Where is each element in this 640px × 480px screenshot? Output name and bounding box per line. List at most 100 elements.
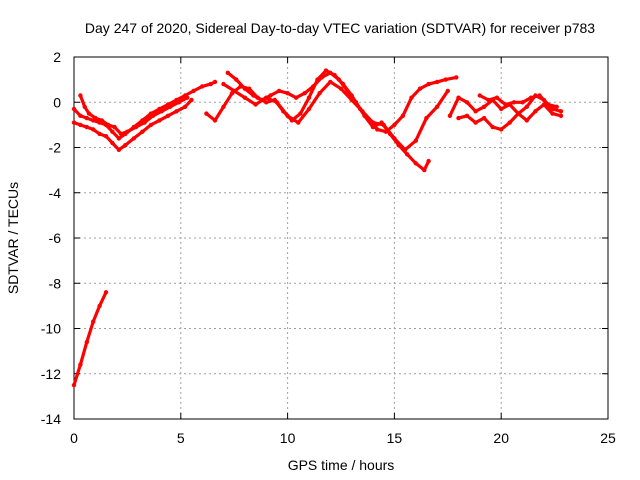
data-point (285, 91, 290, 96)
data-point (434, 104, 440, 110)
data-point (93, 115, 98, 121)
data-point (370, 124, 376, 130)
data-point (392, 136, 397, 141)
data-point (274, 100, 280, 105)
data-point (110, 129, 115, 134)
x-tick-label: 25 (600, 430, 616, 446)
data-point (112, 124, 117, 130)
data-point (176, 100, 181, 105)
series-track-b (72, 98, 194, 152)
data-point (434, 79, 440, 85)
data-point (131, 136, 136, 141)
data-point (558, 109, 564, 114)
data-point (302, 91, 307, 96)
data-point (402, 147, 408, 152)
data-point (91, 319, 96, 324)
data-point (221, 104, 226, 110)
data-point (159, 109, 164, 114)
data-point (499, 127, 504, 132)
series-track-f (221, 80, 450, 152)
y-tick-label: -10 (41, 321, 61, 337)
data-point (191, 88, 196, 94)
data-point (481, 115, 487, 121)
data-point (417, 86, 423, 91)
data-point (328, 79, 333, 85)
data-point (524, 104, 529, 110)
data-point (189, 97, 194, 103)
data-point (106, 122, 111, 128)
data-point (142, 120, 147, 125)
data-point (225, 70, 230, 76)
data-point (550, 111, 555, 116)
data-point (232, 88, 237, 94)
series-drop-segment (72, 290, 108, 387)
data-point (454, 75, 459, 80)
data-point (242, 95, 248, 100)
data-point (71, 382, 77, 388)
data-point (212, 118, 218, 123)
data-point (296, 120, 301, 125)
data-point (264, 95, 269, 100)
data-point (381, 122, 386, 128)
data-point (285, 113, 290, 119)
data-point (422, 167, 427, 173)
data-point (550, 106, 555, 112)
data-point (84, 115, 90, 121)
data-point (360, 109, 365, 114)
data-point (503, 102, 508, 107)
y-tick-label: -14 (41, 411, 61, 427)
data-point (212, 79, 218, 85)
data-point (86, 111, 92, 116)
data-point (276, 88, 282, 94)
data-point (524, 118, 529, 123)
data-point (520, 100, 525, 105)
data-point (375, 127, 380, 132)
y-tick-label: -6 (49, 230, 62, 246)
data-point (133, 124, 139, 130)
data-point (413, 138, 418, 143)
x-tick-label: 10 (280, 430, 296, 446)
data-point (473, 109, 478, 114)
data-point (338, 86, 344, 91)
data-point (253, 102, 258, 107)
data-point (533, 109, 538, 114)
data-point (78, 122, 83, 128)
data-point (118, 131, 124, 137)
data-point (306, 106, 312, 112)
data-point (400, 113, 406, 119)
data-point (413, 161, 418, 166)
series-track-i (478, 93, 559, 109)
series-track-c (78, 93, 189, 136)
data-point (103, 134, 109, 139)
y-tick-label: -12 (41, 366, 61, 382)
data-point (148, 122, 154, 128)
data-point (251, 93, 256, 98)
data-point (242, 86, 248, 91)
y-tick-label: 0 (53, 94, 61, 110)
data-point (264, 100, 269, 105)
data-point (116, 147, 122, 152)
data-point (464, 113, 470, 119)
data-point (447, 113, 453, 119)
x-axis-title: GPS time / hours (288, 457, 395, 473)
data-point (157, 118, 162, 123)
data-point (426, 158, 431, 164)
data-point (311, 84, 316, 89)
chart-title: Day 247 of 2020, Sidereal Day-to-day VTE… (85, 20, 595, 36)
data-point (473, 120, 478, 125)
data-point (221, 81, 226, 87)
y-tick-label: 2 (53, 49, 61, 65)
data-point (490, 124, 495, 130)
data-point (456, 115, 461, 121)
data-point (71, 120, 77, 125)
data-point (268, 93, 273, 98)
data-point (558, 113, 564, 119)
data-point (78, 113, 83, 119)
data-point (200, 84, 205, 89)
data-point (82, 104, 87, 110)
data-point (319, 75, 324, 80)
data-point (392, 122, 397, 128)
data-point (336, 77, 342, 82)
data-point (328, 70, 333, 76)
